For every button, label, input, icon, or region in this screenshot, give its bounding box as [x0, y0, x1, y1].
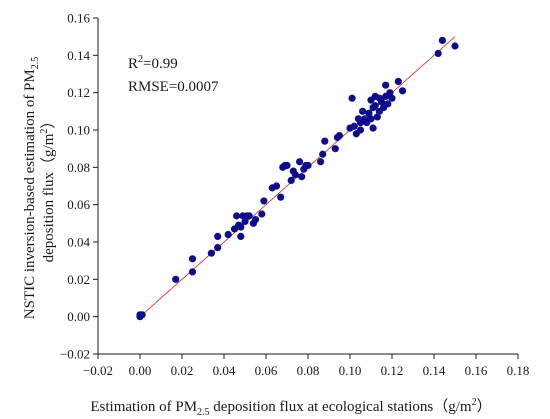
y-tick-label: −0.02	[60, 347, 90, 362]
data-point	[348, 94, 356, 102]
data-point	[237, 232, 245, 240]
x-tick-label: −0.02	[83, 363, 113, 378]
data-point	[233, 212, 241, 220]
data-point	[367, 115, 375, 123]
data-point	[377, 98, 386, 106]
data-point	[291, 171, 299, 179]
data-point	[438, 36, 446, 45]
data-point	[386, 89, 394, 97]
data-point	[371, 102, 379, 110]
x-tick-label: 0.10	[339, 363, 362, 378]
data-point	[283, 161, 291, 170]
data-point	[272, 182, 281, 190]
x-axis-title: Estimation of PM2.5 deposition flux at e…	[90, 397, 491, 418]
data-point	[359, 107, 367, 115]
y-axis-title-line1: NSTIC inversion-based estimation of PM2.…	[22, 57, 41, 319]
data-point	[245, 212, 253, 220]
y-tick-label: 0.04	[67, 235, 90, 250]
data-point	[388, 94, 396, 102]
ticks: −0.02 0.00 0.02 0.04 0.06 0.08 0.10 0.12 0.14 0.1…	[60, 11, 529, 379]
data-point	[224, 230, 232, 239]
x-tick-label: 0.18	[507, 363, 530, 378]
data-point	[138, 311, 146, 319]
x-tick-label: 0.14	[423, 363, 446, 378]
y-tick-label: 0.00	[67, 309, 90, 324]
data-point	[350, 122, 358, 130]
x-tick-label: 0.02	[171, 363, 194, 378]
data-point	[188, 255, 197, 263]
data-point	[319, 150, 327, 158]
data-point	[214, 232, 222, 240]
x-tick-label: 0.16	[465, 363, 488, 378]
data-point	[188, 268, 197, 276]
data-point	[373, 113, 381, 121]
y-axis-title: NSTIC inversion-based estimation of PM2.…	[22, 57, 57, 319]
data-point	[298, 173, 306, 181]
y-tick-label: 0.16	[67, 11, 90, 26]
y-tick-label: 0.02	[67, 272, 90, 287]
data-point	[258, 210, 266, 218]
data-point	[172, 275, 180, 283]
data-point	[382, 81, 390, 89]
data-point	[237, 223, 245, 231]
data-point	[251, 216, 260, 224]
data-point	[260, 197, 268, 205]
data-point	[296, 158, 304, 166]
y-tick-label: 0.14	[67, 48, 90, 63]
x-tick-label: 0.08	[297, 363, 320, 378]
data-point	[356, 126, 365, 134]
data-point	[398, 87, 407, 95]
x-tick-label: 0.12	[381, 363, 404, 378]
rmse-label: RMSE=0.0007	[128, 79, 219, 95]
x-tick-label: 0.00	[129, 363, 152, 378]
data-point	[317, 158, 325, 166]
data-point	[451, 42, 459, 50]
data-point	[214, 244, 222, 252]
y-tick-label: 0.10	[67, 123, 90, 138]
data-point	[331, 145, 339, 153]
x-tick-label: 0.06	[255, 363, 278, 378]
data-point	[394, 77, 402, 86]
y-tick-label: 0.06	[67, 197, 90, 212]
x-tick-label: 0.04	[213, 363, 236, 378]
data-point	[365, 109, 373, 117]
data-point	[335, 132, 344, 140]
y-tick-label: 0.08	[67, 160, 90, 175]
data-point	[241, 217, 249, 226]
data-point	[287, 176, 295, 184]
data-point	[434, 49, 442, 58]
y-axis-title-line2: deposition flux（g/m2）	[39, 114, 57, 263]
y-tick-label: 0.12	[67, 85, 90, 100]
data-point	[207, 249, 215, 257]
data-point	[304, 161, 312, 170]
data-point	[369, 124, 377, 132]
data-point	[277, 193, 285, 201]
r-squared-label: R2=0.99	[128, 54, 178, 72]
data-point	[321, 137, 329, 145]
data-point	[384, 100, 392, 108]
data-points	[136, 36, 459, 321]
